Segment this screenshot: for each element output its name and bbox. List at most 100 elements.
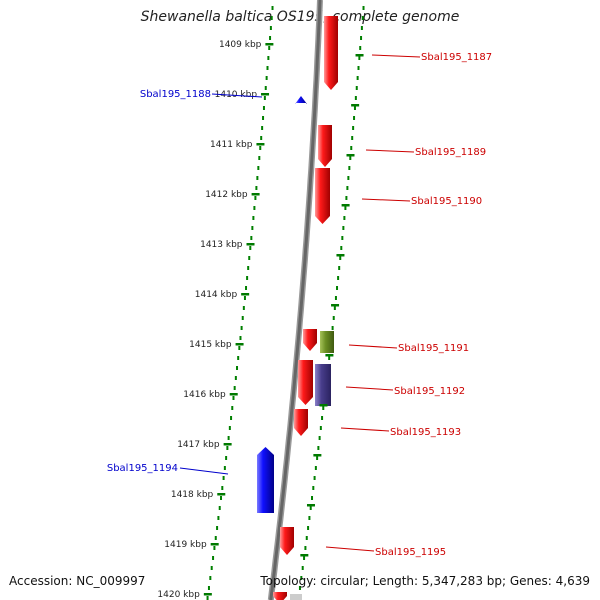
kbp-tick-mark bbox=[246, 243, 255, 246]
gene-label-sbal195_1188[interactable]: Sbal195_1188 bbox=[140, 89, 211, 100]
gene-feature-forward bbox=[324, 16, 338, 90]
track-dot bbox=[231, 406, 234, 410]
track-dot bbox=[251, 226, 254, 230]
kbp-tick-mark bbox=[217, 493, 226, 496]
track-dot bbox=[328, 356, 331, 360]
left-dotted-track bbox=[206, 6, 274, 600]
track-dot bbox=[252, 216, 255, 220]
track-dot bbox=[209, 576, 212, 580]
track-dot bbox=[351, 136, 354, 140]
track-dot bbox=[261, 126, 264, 130]
gene-features bbox=[257, 16, 338, 600]
track-dot bbox=[304, 546, 307, 550]
purple-feature bbox=[315, 364, 331, 406]
track-dot bbox=[353, 116, 356, 120]
gene-leader-line bbox=[348, 344, 398, 349]
right-tick-mark bbox=[346, 154, 355, 157]
track-dot bbox=[337, 276, 340, 280]
gene-label-sbal195_1191[interactable]: Sbal195_1191 bbox=[398, 343, 469, 354]
track-dot bbox=[356, 76, 359, 80]
gene-leader-line bbox=[211, 93, 263, 98]
gene-label-sbal195_1190[interactable]: Sbal195_1190 bbox=[411, 196, 482, 207]
right-tick-mark bbox=[313, 454, 322, 457]
track-dot bbox=[347, 176, 350, 180]
track-dot bbox=[316, 456, 319, 460]
track-dot bbox=[225, 456, 228, 460]
track-dot bbox=[336, 286, 339, 290]
track-dot bbox=[232, 396, 235, 400]
right-tick-mark bbox=[306, 504, 315, 507]
gene-feature-forward bbox=[294, 409, 308, 436]
track-dot bbox=[243, 296, 246, 300]
track-dot bbox=[267, 56, 270, 60]
track-dot bbox=[260, 136, 263, 140]
gene-label-sbal195_1192[interactable]: Sbal195_1192 bbox=[394, 386, 465, 397]
track-dot bbox=[346, 186, 349, 190]
right-tick-mark bbox=[300, 554, 309, 557]
gene-feature-forward bbox=[318, 125, 332, 167]
track-dot bbox=[352, 126, 355, 130]
kbp-tick-mark bbox=[203, 593, 212, 596]
track-dot bbox=[234, 376, 237, 380]
right-tick-mark bbox=[351, 104, 360, 107]
kbp-tick-label: 1412 kbp bbox=[205, 190, 248, 200]
track-dot bbox=[353, 106, 356, 110]
track-dot bbox=[305, 536, 308, 540]
green-feature bbox=[320, 331, 334, 353]
gene-label-sbal195_1193[interactable]: Sbal195_1193 bbox=[390, 427, 461, 438]
map-title: Shewanella baltica OS195, complete genom… bbox=[140, 9, 460, 25]
kbp-tick-mark bbox=[210, 543, 219, 546]
track-dot bbox=[216, 526, 219, 530]
track-dot bbox=[334, 296, 337, 300]
track-dot bbox=[265, 76, 268, 80]
track-dot bbox=[313, 476, 316, 480]
track-dot bbox=[343, 216, 346, 220]
gene-label-sbal195_1189[interactable]: Sbal195_1189 bbox=[415, 147, 486, 158]
genome-summary: Topology: circular; Length: 5,347,283 bp… bbox=[260, 574, 590, 588]
kbp-tick-label: 1415 kbp bbox=[189, 340, 232, 350]
track-dot bbox=[266, 66, 269, 70]
gene-leader-line bbox=[340, 427, 390, 432]
track-dot bbox=[319, 426, 322, 430]
track-dot bbox=[344, 206, 347, 210]
track-dot bbox=[354, 96, 357, 100]
gene-leader-line bbox=[365, 149, 415, 153]
track-dot bbox=[362, 6, 365, 10]
track-dot bbox=[308, 516, 311, 520]
right-tick-mark bbox=[331, 304, 340, 307]
right-tick-mark bbox=[336, 254, 345, 257]
track-dot bbox=[342, 226, 345, 230]
track-dot bbox=[359, 46, 362, 50]
gene-label-sbal195_1187[interactable]: Sbal195_1187 bbox=[421, 52, 492, 63]
gene-label-sbal195_1194[interactable]: Sbal195_1194 bbox=[107, 463, 178, 474]
track-dot bbox=[331, 326, 334, 330]
track-dot bbox=[257, 166, 260, 170]
track-dot bbox=[345, 196, 348, 200]
track-dot bbox=[332, 316, 335, 320]
track-dot bbox=[246, 276, 249, 280]
kbp-tick-label: 1417 kbp bbox=[177, 440, 220, 450]
track-dot bbox=[212, 556, 215, 560]
gene-feature-forward bbox=[303, 329, 317, 351]
accession-text: Accession: NC_009997 bbox=[9, 574, 146, 588]
track-dot bbox=[264, 86, 267, 90]
gene-label-sbal195_1195[interactable]: Sbal195_1195 bbox=[375, 547, 446, 558]
track-dot bbox=[258, 156, 261, 160]
track-dot bbox=[309, 506, 312, 510]
track-dot bbox=[256, 176, 259, 180]
track-dot bbox=[269, 36, 272, 40]
track-dot bbox=[213, 546, 216, 550]
track-dot bbox=[358, 56, 361, 60]
right-tick-mark bbox=[355, 54, 364, 57]
kbp-tick-mark bbox=[251, 193, 260, 196]
track-dot bbox=[333, 306, 336, 310]
track-dot bbox=[301, 566, 304, 570]
track-dot bbox=[238, 346, 241, 350]
track-dot bbox=[350, 146, 353, 150]
track-dot bbox=[322, 406, 325, 410]
gene-feature-forward bbox=[280, 527, 294, 555]
track-dot bbox=[214, 536, 217, 540]
right-dotted-track bbox=[297, 6, 365, 600]
